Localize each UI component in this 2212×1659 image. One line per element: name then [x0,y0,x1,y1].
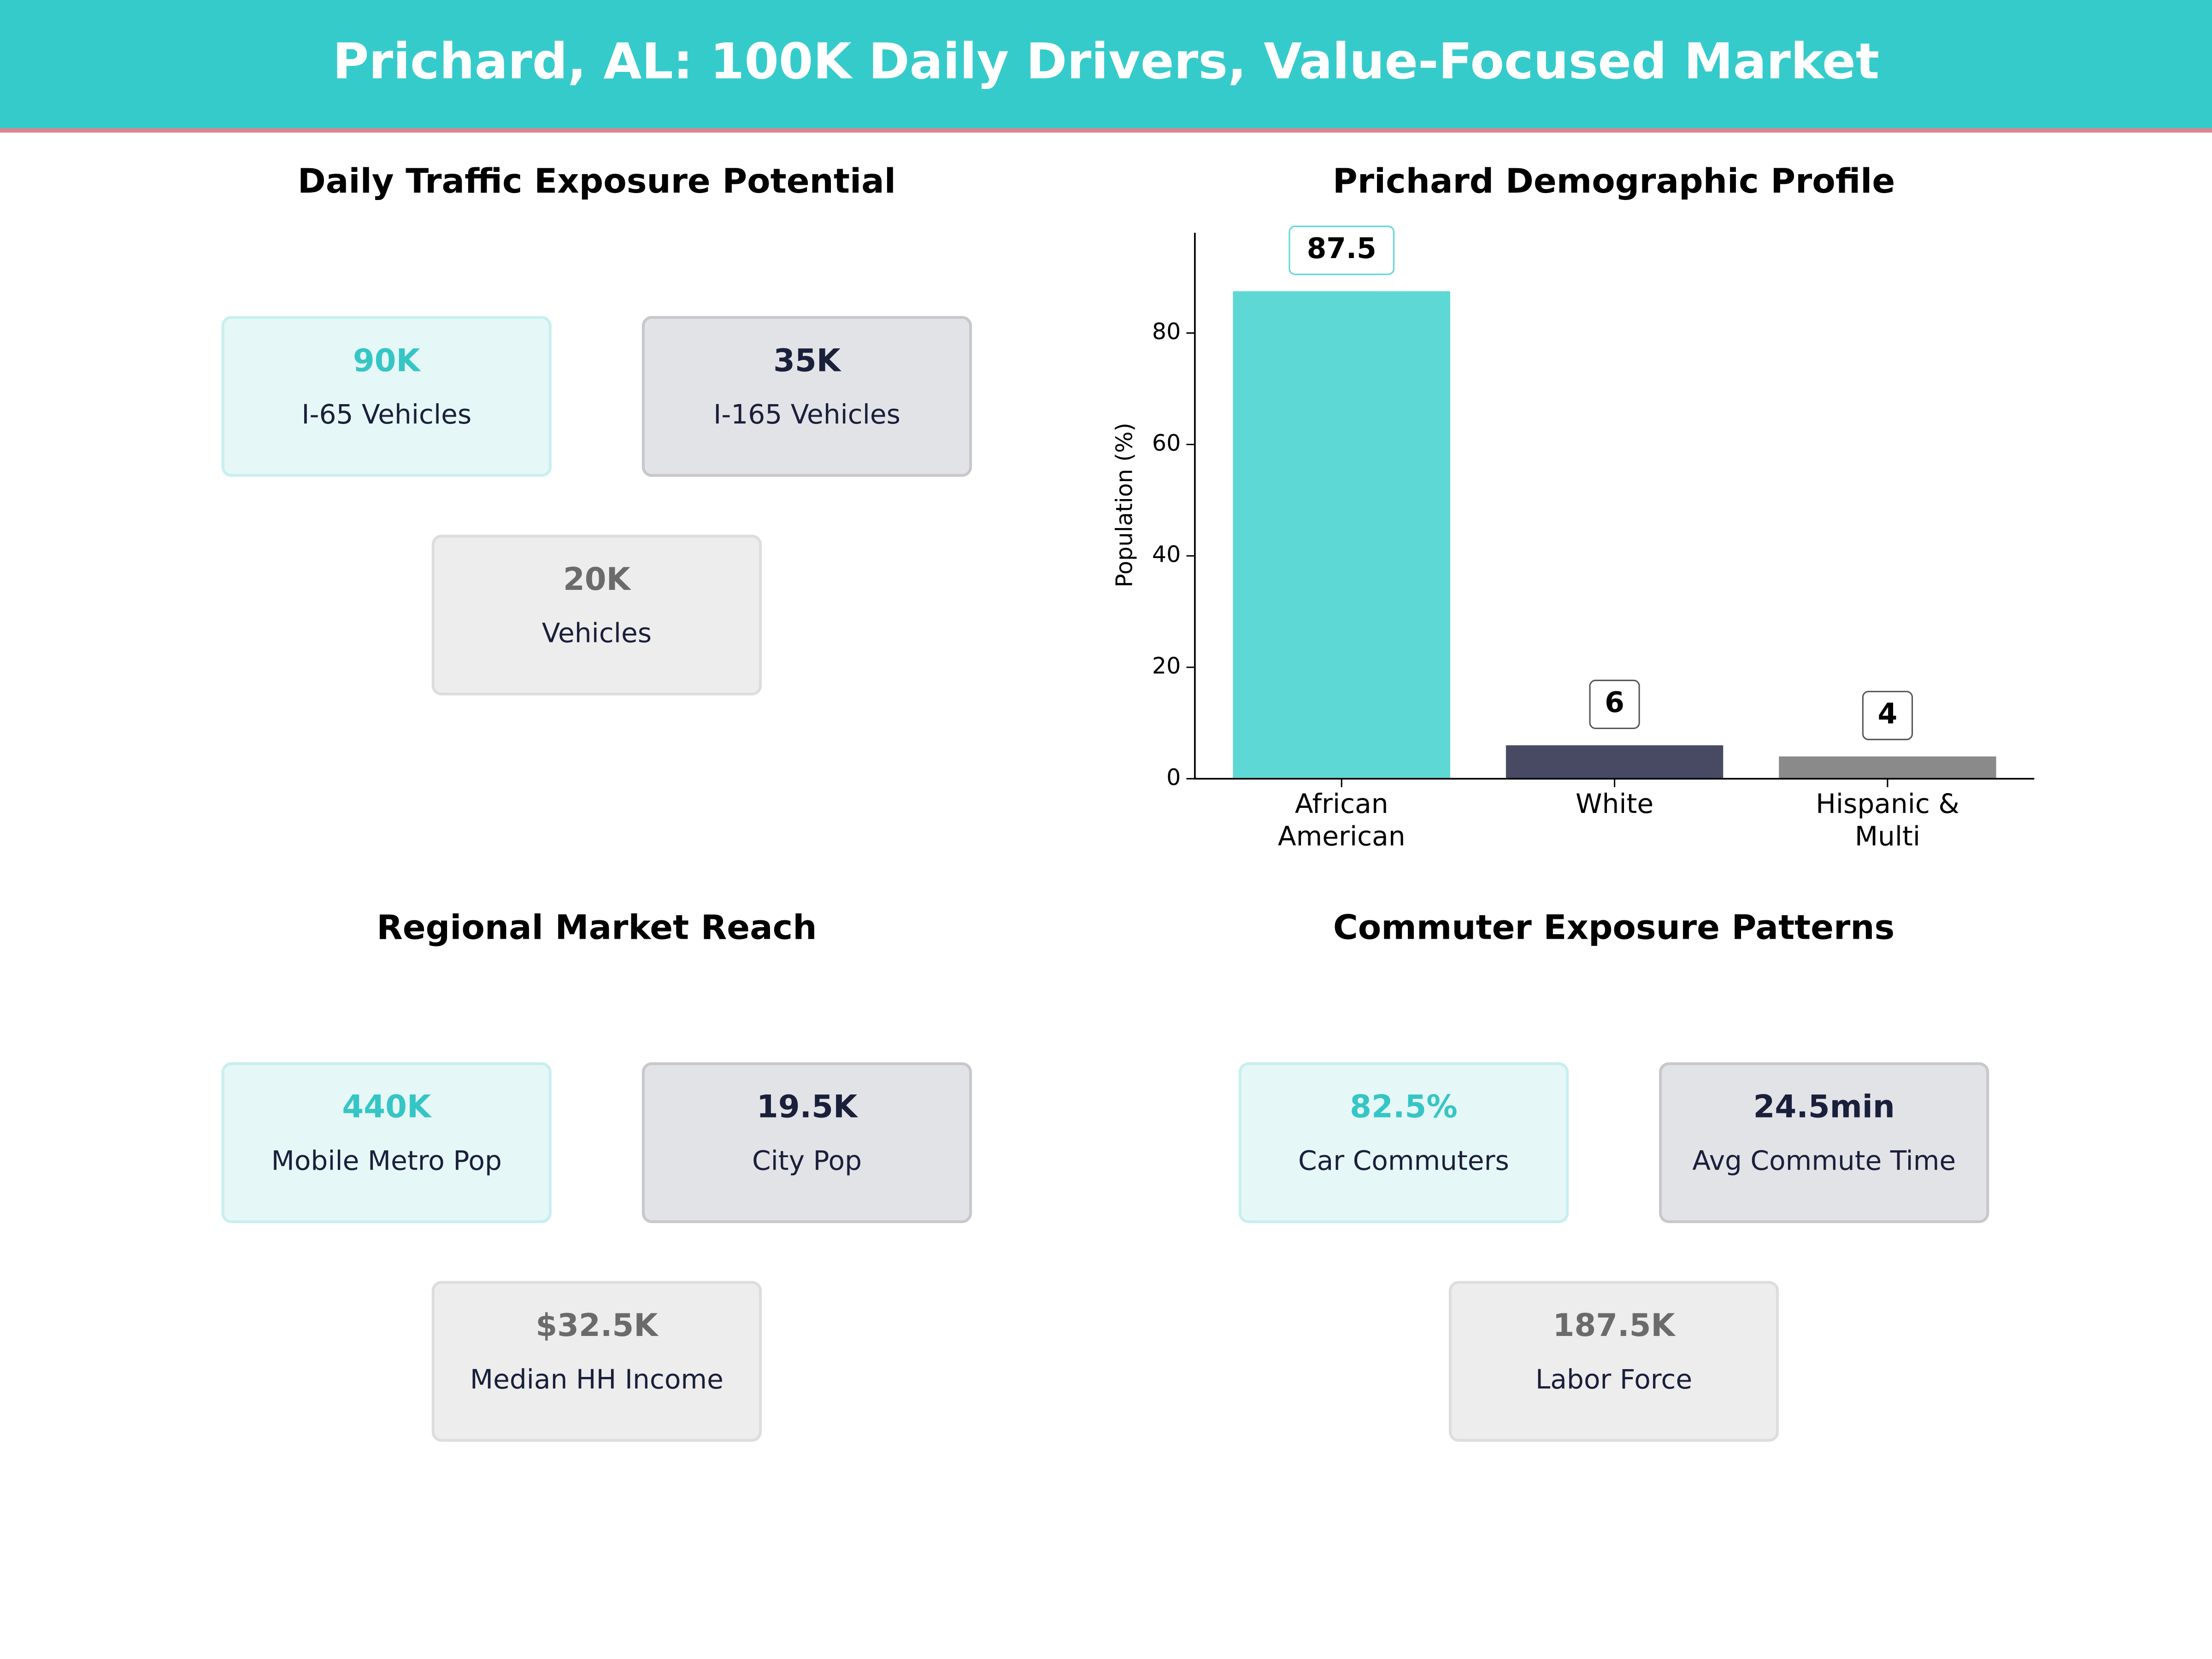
y-tick-label: 20 [1152,653,1181,679]
y-tick-label: 40 [1152,541,1181,568]
page-title: Prichard, AL: 100K Daily Drivers, Value-… [333,33,1879,90]
kpi-value: 90K [353,342,422,378]
panel-title: Daily Traffic Exposure Potential [298,162,896,201]
kpi-card [221,1062,552,1224]
bar [1779,756,1996,779]
kpi-label: Car Commuters [1298,1145,1509,1177]
kpi-value: 82.5% [1350,1088,1458,1125]
kpi-label: Vehicles [542,618,652,649]
value-label-box [1589,679,1640,729]
kpi-card [1448,1281,1779,1442]
kpi-label: I-65 Vehicles [301,399,471,430]
kpi-value: 20K [563,561,632,597]
kpi-label: Mobile Metro Pop [271,1145,502,1177]
y-tick-label: 60 [1152,430,1181,456]
y-tick-label: 80 [1152,318,1181,345]
kpi-card [1238,1062,1569,1224]
kpi-value: 187.5K [1553,1307,1676,1343]
kpi-value: $32.5K [535,1307,659,1343]
kpi-label: Avg Commute Time [1692,1145,1956,1177]
kpi-label: Median HH Income [470,1364,724,1395]
kpi-card [641,1062,972,1224]
x-tick-label: Hispanic & Multi [1816,788,1959,852]
panel-title: Regional Market Reach [377,908,817,947]
kpi-label: City Pop [752,1145,862,1177]
value-label: 6 [1605,686,1624,719]
kpi-label: I-165 Vehicles [713,399,900,430]
kpi-card [1659,1062,1989,1224]
kpi-value: 35K [773,342,842,378]
value-label: 4 [1878,697,1898,730]
bar [1506,745,1724,779]
kpi-value: 19.5K [757,1088,859,1125]
kpi-card [641,316,972,477]
value-label: 87.5 [1307,232,1377,265]
chart-title: Prichard Demographic Profile [1333,162,1895,201]
value-label-box [1862,691,1913,741]
kpi-label: Labor Force [1535,1364,1692,1395]
y-tick-label: 0 [1166,764,1181,790]
value-label-box [1288,225,1395,275]
kpi-card [221,316,552,477]
panel-title: Commuter Exposure Patterns [1333,908,1894,947]
kpi-card [431,535,762,696]
header-bar [0,0,2212,129]
y-axis-label: Population (%) [1111,423,1137,588]
bar [1233,291,1450,779]
x-tick-label: African American [1278,788,1406,852]
kpi-card [431,1281,762,1442]
kpi-value: 440K [342,1088,432,1125]
header-rule [0,128,2212,133]
x-tick-label: White [1576,788,1653,819]
kpi-value: 24.5min [1753,1088,1895,1125]
